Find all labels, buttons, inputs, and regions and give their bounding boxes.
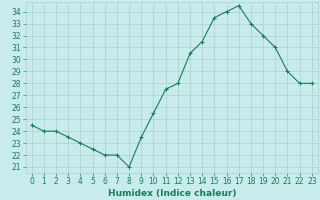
X-axis label: Humidex (Indice chaleur): Humidex (Indice chaleur)	[108, 189, 236, 198]
